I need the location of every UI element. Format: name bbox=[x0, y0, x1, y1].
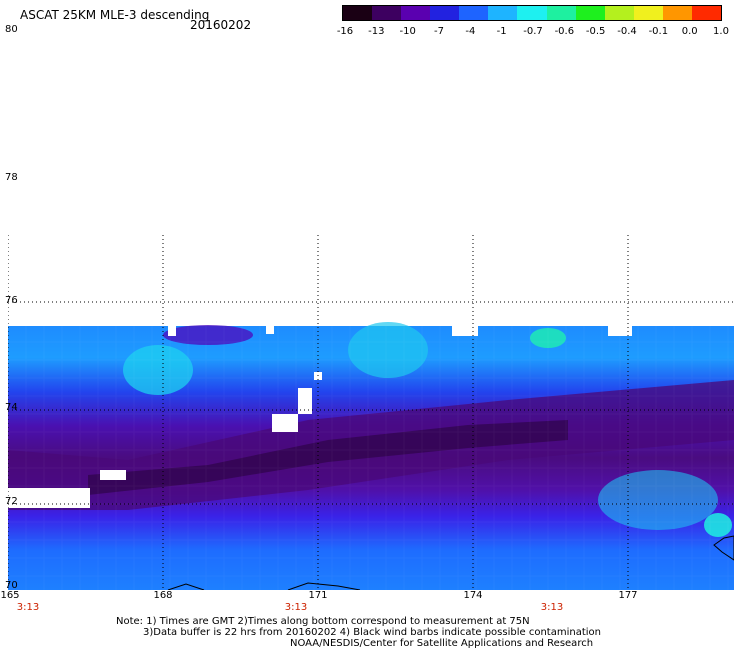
coastline bbox=[287, 582, 361, 590]
lat-label: 74 bbox=[5, 402, 18, 413]
lon-label: 171 bbox=[308, 590, 328, 601]
color-bar-segment bbox=[372, 6, 402, 20]
color-bar-segment bbox=[546, 6, 576, 20]
lon-label: 165 bbox=[0, 590, 20, 601]
graticule bbox=[8, 235, 734, 590]
color-bar-tick-label: -16 bbox=[336, 26, 354, 37]
note-line: NOAA/NESDIS/Center for Satellite Applica… bbox=[290, 638, 594, 649]
color-bar-tick-label: -0.7 bbox=[523, 26, 543, 37]
color-bar-segment bbox=[662, 6, 692, 20]
lon-label: 168 bbox=[153, 590, 173, 601]
data-gap bbox=[298, 388, 312, 414]
color-bar-segment bbox=[575, 6, 605, 20]
lat-label: 70 bbox=[5, 580, 18, 591]
color-bar-segment bbox=[401, 6, 431, 20]
color-bar-segment bbox=[604, 6, 634, 20]
data-gap bbox=[100, 470, 126, 480]
color-bar-tick-label: -13 bbox=[368, 26, 385, 37]
color-bar-tick-label: -10 bbox=[399, 26, 416, 37]
lon-label: 177 bbox=[618, 590, 638, 601]
color-bar-segment bbox=[430, 6, 460, 20]
data-gap bbox=[608, 326, 632, 336]
color-bar-tick-label: -0.6 bbox=[554, 26, 575, 37]
color-bar-segment bbox=[691, 6, 722, 20]
time-label: 3:13 bbox=[540, 602, 564, 613]
color-bar-tick-label: -7 bbox=[434, 26, 444, 37]
lon-label: 174 bbox=[463, 590, 483, 601]
map-date: 20160202 bbox=[190, 18, 252, 32]
data-gap bbox=[452, 326, 478, 336]
data-gap bbox=[8, 488, 90, 508]
time-label: 3:13 bbox=[16, 602, 40, 613]
color-bar-tick-label: -1 bbox=[496, 26, 507, 37]
map-title: ASCAT 25KM MLE-3 descending bbox=[20, 8, 210, 22]
color-bar-segment bbox=[488, 6, 518, 20]
lat-label: 80 bbox=[5, 24, 18, 35]
color-bar-tick-label: -0.4 bbox=[617, 26, 637, 37]
data-gap bbox=[168, 326, 176, 336]
data-gap bbox=[272, 414, 298, 432]
color-bar-segment bbox=[517, 6, 547, 20]
lat-label: 72 bbox=[5, 496, 18, 507]
color-bar bbox=[342, 5, 722, 21]
color-bar-tick-label: -0.5 bbox=[585, 26, 606, 37]
color-bar-tick-label: 0.0 bbox=[681, 26, 698, 37]
color-bar-tick-label: -0.1 bbox=[648, 26, 669, 37]
data-map bbox=[8, 235, 734, 590]
color-bar-segment bbox=[459, 6, 489, 20]
coastline bbox=[713, 535, 734, 561]
lat-label: 76 bbox=[5, 295, 18, 306]
color-bar-segment bbox=[633, 6, 663, 20]
time-label: 3:13 bbox=[284, 602, 308, 613]
data-gap bbox=[266, 326, 274, 334]
color-bar-tick-label: 1.0 bbox=[713, 26, 729, 37]
color-bar-segment bbox=[343, 6, 373, 20]
lat-label: 78 bbox=[5, 172, 18, 183]
note-line: Note: 1) Times are GMT 2)Times along bot… bbox=[116, 616, 530, 627]
note-line: 3)Data buffer is 22 hrs from 20160202 4)… bbox=[143, 627, 601, 638]
coastline bbox=[167, 583, 205, 590]
color-bar-tick-label: -4 bbox=[465, 26, 476, 37]
